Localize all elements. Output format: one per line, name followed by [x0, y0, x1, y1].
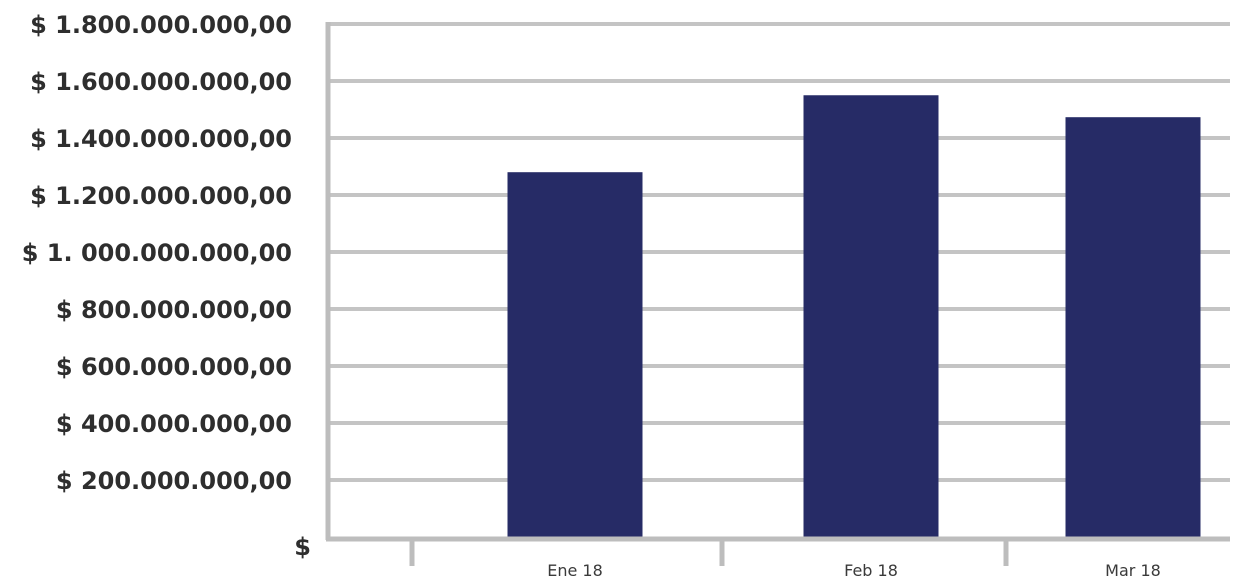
bar: [1065, 117, 1201, 537]
bars: [507, 95, 1201, 537]
gridlines: [328, 22, 1230, 482]
y-tick-label: $ 1.600.000.000,00: [30, 68, 292, 96]
y-tick-labels: $ $ 200.000.000,00 $ 400.000.000,00 $ 600.0…: [22, 11, 311, 561]
axes: [325, 22, 1230, 566]
y-tick-label: $ 1. 000.000.000,00: [22, 239, 292, 267]
x-tick-label: Mar 18: [1105, 561, 1161, 580]
y-tick-label: $ 1.800.000.000,00: [30, 11, 292, 39]
x-tick-label: Ene 18: [547, 561, 603, 580]
y-tick-label: $ 200.000.000,00: [56, 467, 292, 495]
bar: [507, 172, 643, 537]
y-tick-label: $ 1.200.000.000,00: [30, 182, 292, 210]
y-tick-label: $ 600.000.000,00: [56, 353, 292, 381]
y-tick-label: $: [294, 533, 311, 561]
bar: [803, 95, 939, 537]
x-tick-label: Feb 18: [844, 561, 898, 580]
y-tick-label: $ 1.400.000.000,00: [30, 125, 292, 153]
y-tick-label: $ 400.000.000,00: [56, 410, 292, 438]
y-tick-label: $ 800.000.000,00: [56, 296, 292, 324]
x-tick-labels: Ene 18 Feb 18 Mar 18: [547, 561, 1161, 580]
